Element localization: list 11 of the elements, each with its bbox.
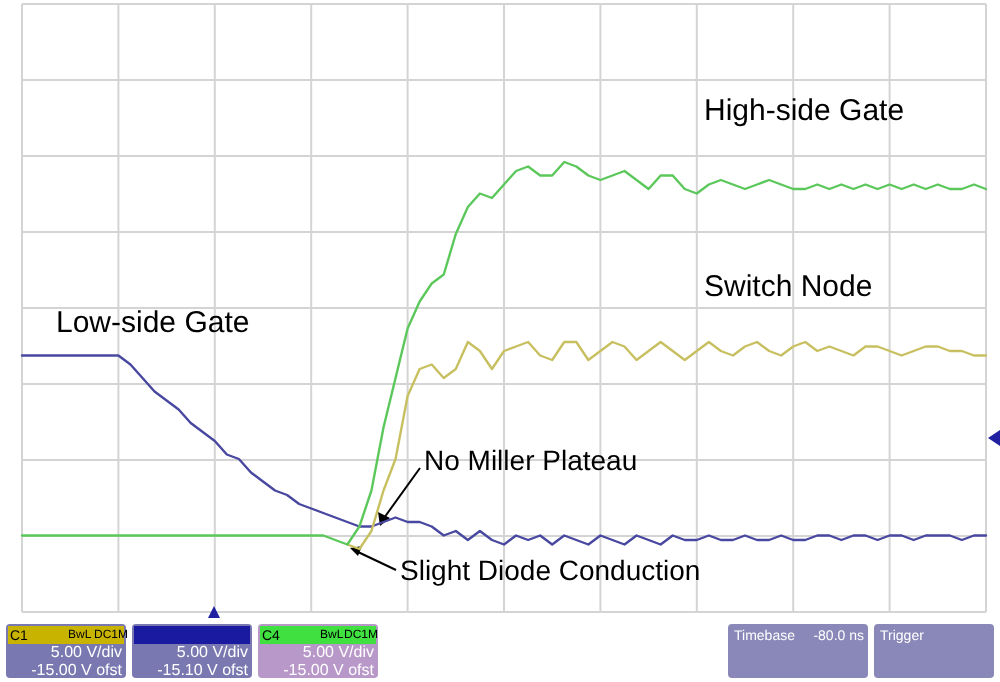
text: 5.00 V/div <box>50 643 122 661</box>
annotation: No Miller Plateau <box>424 444 638 476</box>
series-label: High-side Gate <box>704 94 905 128</box>
text: -15.10 V ofst <box>157 661 250 679</box>
text: 5.00 V/div <box>176 643 248 661</box>
text: -15.00 V ofst <box>31 661 124 679</box>
series-label: Switch Node <box>704 270 873 304</box>
text: 5.00 V/div <box>302 643 374 661</box>
series-label: Low-side Gate <box>56 306 250 340</box>
annotation: Slight Diode Conduction <box>400 554 701 586</box>
text: -15.00 V ofst <box>283 661 376 679</box>
